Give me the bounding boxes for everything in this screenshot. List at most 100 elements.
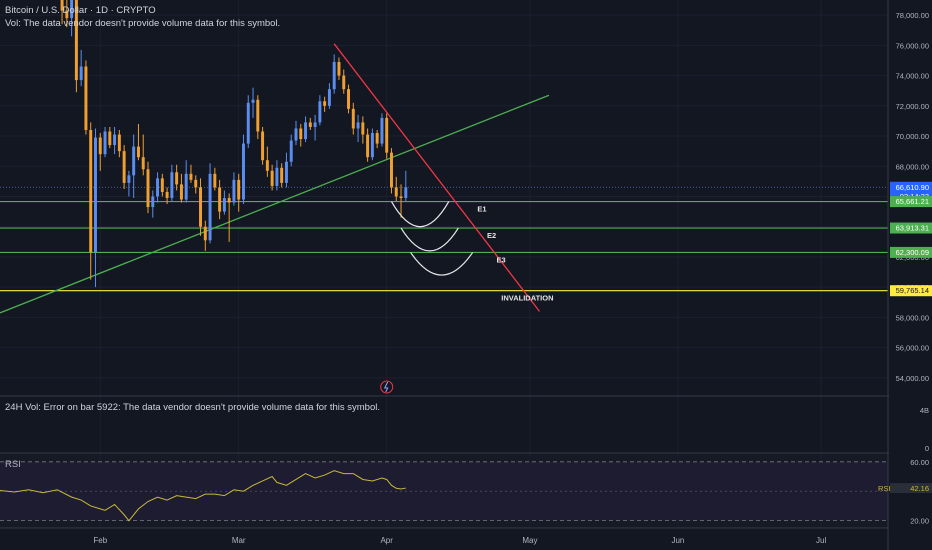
candle-body [256,99,260,132]
trendline[interactable] [333,43,540,312]
trendline[interactable] [0,94,550,314]
level-price-tag[interactable]: 63,913.31 [890,222,932,234]
drawing-overlays: E1 E2 E3 INVALIDATION [380,201,554,394]
rsi-pane [0,461,888,522]
price-tick-label: 54,000.00 [896,374,929,383]
candle-body [108,131,112,146]
level-price-tag-bg [890,196,932,208]
candle-body [265,160,269,171]
candle-body [179,184,183,200]
candle-body [323,101,327,106]
candle-body [284,161,288,183]
price-tick-label: 56,000.00 [896,344,929,353]
level-price-tag[interactable]: 65,661.21 [890,196,932,208]
time-axis-label: May [522,536,537,545]
level-label: E2 [487,231,496,240]
candle-body [151,196,155,208]
time-axis-label: Jun [671,536,684,545]
candle-body [146,169,150,208]
time-axis-label: Feb [93,536,107,545]
candle-body [370,133,374,158]
rsi-tick-label: 60.00 [910,458,929,467]
volume-tick-label: 0 [925,444,929,453]
chart-grid [0,0,888,528]
candle-body [132,146,136,176]
level-label: E3 [497,255,506,264]
candle-body [98,137,102,155]
level-price-tag-text: 65,661.21 [896,197,929,206]
candle-body [113,134,117,146]
level-price-tag-bg [890,285,932,297]
candle-body [394,187,398,197]
candle-body [79,66,83,81]
price-scale-bg [889,0,932,550]
level-price-tag-text: 59,765.14 [896,286,929,295]
price-tick-label: 70,000.00 [896,132,929,141]
level-price-tag-bg [890,222,932,234]
price-tick-label: 68,000.00 [896,162,929,171]
candle-body [332,61,336,90]
candle-body [175,172,179,185]
candle-body [294,128,298,141]
time-axis: Feb Mar Apr May Jun Jul [93,536,826,545]
last-price-tag-text: 66,610.90 [896,183,929,192]
candle-body [213,173,217,188]
entry-arc[interactable] [400,227,459,252]
candle-body [184,173,188,200]
candle-body [385,117,389,153]
candle-body [208,173,212,241]
level-price-tag[interactable]: 62,300.09 [890,246,932,258]
price-tick-label: 72,000.00 [896,102,929,111]
candle-body [356,122,360,129]
candle-body [366,134,370,158]
candle-body [375,133,379,144]
candle-body [380,117,384,144]
level-price-tag[interactable]: 59,765.14 [890,285,932,297]
candle-body [199,187,202,227]
candle-body [122,151,126,183]
candle-body [318,101,322,123]
rsi-value-tag-bg [890,483,932,494]
alert-icon[interactable] [380,380,394,394]
candle-body [117,134,121,152]
level-price-tag-text: 63,913.31 [896,224,929,233]
candle-body [70,0,74,19]
candle-body [218,187,222,212]
candle-body [251,99,255,103]
candle-body [222,198,226,212]
candle-body [280,167,284,183]
candle-body [342,75,346,90]
candle-body [232,179,236,203]
volume-tick-label: 4B [920,406,929,415]
candle-body [136,146,140,158]
candle-body [275,167,279,186]
price-tick-label: 78,000.00 [896,11,929,20]
candle-body [127,175,131,183]
candle-body [327,89,331,106]
price-tick-label: 58,000.00 [896,313,929,322]
price-tick-label: 74,000.00 [896,72,929,81]
candle-body [347,89,350,109]
candle-body [246,102,250,144]
level-label: INVALIDATION [501,294,553,303]
entry-arc[interactable] [410,252,474,276]
candle-body [170,172,174,198]
candle-body [103,131,107,155]
candle-body [399,196,403,198]
candle-body [337,61,341,76]
rsi-tick-label: 20.00 [910,517,929,526]
candle-body [165,191,169,198]
candle-body [299,128,303,140]
candle-body [189,173,193,180]
last-price-tag-bg [890,181,932,201]
rsi-value-tag: 42.16 [910,484,929,493]
candle-body [89,129,93,253]
candle-body [404,187,408,198]
entry-arc[interactable] [390,201,450,228]
rsi-current-label: RSI [878,484,891,493]
price-tick-label: 76,000.00 [896,41,929,50]
candle-body [270,170,274,186]
drawing-lines [0,43,888,314]
